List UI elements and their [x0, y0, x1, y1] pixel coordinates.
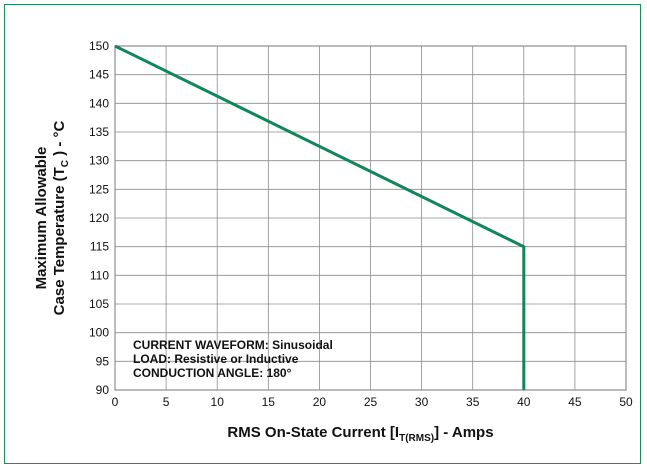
grid-lines	[114, 45, 627, 391]
x-tick-label: 25	[364, 395, 378, 409]
y-tick-label: 115	[90, 240, 109, 254]
x-tick-label: 10	[211, 395, 225, 409]
y-tick-label: 125	[89, 182, 109, 196]
y-tick-label: 140	[89, 96, 109, 110]
x-axis-title-suffix: ] - Amps	[434, 424, 493, 441]
y-tick-label: 95	[96, 354, 110, 368]
x-tick-label: 5	[163, 395, 170, 409]
x-tick-label: 50	[619, 395, 633, 409]
y-tick-label: 135	[89, 125, 109, 139]
y-tick-label: 110	[90, 268, 109, 282]
y-axis-title-line1: Maximum Allowable	[33, 147, 50, 290]
y-axis-title-line2-suffix: ) - °C	[51, 121, 68, 160]
x-tick-label: 15	[262, 395, 276, 409]
annotation-line: CONDUCTION ANGLE: 180°	[133, 366, 292, 380]
x-axis-title-subscript: T(RMS)	[399, 433, 434, 444]
x-tick-label: 40	[517, 395, 531, 409]
x-tick-label: 30	[415, 395, 429, 409]
x-tick-label: 0	[112, 395, 119, 409]
x-tick-label: 45	[568, 395, 582, 409]
y-tick-label: 145	[89, 68, 109, 82]
y-tick-label: 120	[89, 211, 109, 225]
y-axis-title-line2-prefix: Case Temperature (T	[51, 167, 68, 315]
annotation-line: LOAD: Resistive or Inductive	[133, 352, 299, 366]
tick-labels: 0 5 10 15 20 25 30 35 40 45 50 90 95 100 105 110 115 120 1…	[89, 39, 633, 409]
y-tick-label: 150	[89, 39, 109, 53]
x-tick-label: 35	[466, 395, 480, 409]
y-tick-label: 105	[89, 297, 109, 311]
x-axis-title: RMS On-State Current [IT(RMS)] - Amps	[227, 424, 493, 444]
y-axis-title: Maximum Allowable Case Temperature (TC )…	[33, 121, 71, 316]
y-tick-label: 100	[89, 326, 109, 340]
x-axis-title-prefix: RMS On-State Current [I	[227, 424, 399, 441]
y-axis-title-line2: Case Temperature (TC ) - °C	[51, 121, 71, 316]
y-axis-title-line2-subscript: C	[60, 160, 71, 167]
y-tick-label: 130	[89, 154, 109, 168]
annotation-line: CURRENT WAVEFORM: Sinusoidal	[133, 338, 333, 352]
series-group	[114, 44, 526, 391]
x-tick-label: 20	[313, 395, 327, 409]
y-tick-label: 90	[96, 383, 110, 397]
